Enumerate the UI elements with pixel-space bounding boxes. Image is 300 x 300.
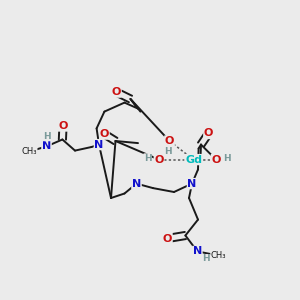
Text: CH₃: CH₃: [22, 147, 37, 156]
Text: O: O: [154, 154, 164, 165]
Text: O: O: [112, 87, 121, 97]
Text: O: O: [163, 233, 172, 244]
Text: N: N: [94, 140, 103, 150]
Text: CH₃: CH₃: [211, 251, 226, 260]
Text: N: N: [188, 178, 196, 189]
Text: H: H: [144, 154, 152, 163]
Text: O: O: [58, 121, 68, 131]
Text: O: O: [100, 129, 109, 139]
Text: H: H: [164, 147, 172, 156]
Text: N: N: [42, 141, 51, 152]
Text: O: O: [165, 136, 174, 146]
Text: H: H: [202, 254, 210, 263]
Text: N: N: [193, 246, 202, 256]
Text: N: N: [132, 178, 141, 189]
Text: H: H: [43, 132, 51, 141]
Text: O: O: [211, 154, 221, 165]
Text: H: H: [224, 154, 231, 163]
Text: O: O: [204, 128, 213, 139]
Text: Gd: Gd: [185, 154, 202, 165]
